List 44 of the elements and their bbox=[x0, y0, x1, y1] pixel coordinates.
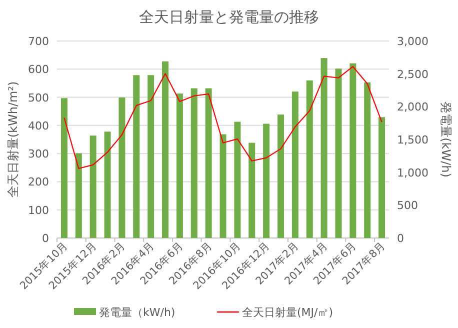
line-series bbox=[64, 66, 382, 170]
y-tick-label: 0 bbox=[42, 232, 49, 245]
bar bbox=[248, 142, 256, 238]
y2-tick-label: 3,000 bbox=[397, 35, 428, 48]
y-tick-label: 500 bbox=[28, 91, 49, 104]
bar bbox=[350, 63, 356, 238]
bar bbox=[60, 98, 68, 238]
y-tick-label: 200 bbox=[28, 176, 49, 189]
bar bbox=[364, 82, 371, 238]
y2-tick-label: 2,000 bbox=[397, 100, 428, 114]
y-tick-label: 700 bbox=[28, 35, 49, 48]
bar bbox=[378, 117, 386, 238]
y2-tick-label: 0 bbox=[397, 232, 404, 245]
bar bbox=[306, 80, 313, 238]
legend-label: 全天日射量(MJ/㎡) bbox=[242, 306, 334, 319]
y-tick-label: 600 bbox=[28, 63, 49, 76]
bar bbox=[320, 58, 328, 238]
chart-title: 全天日射量と発電量の推移 bbox=[139, 8, 319, 26]
bar bbox=[220, 134, 226, 238]
bar bbox=[176, 94, 183, 238]
legend-label: 発電量（kW/h) bbox=[99, 306, 176, 319]
bar bbox=[75, 153, 82, 238]
y-tick-label: 300 bbox=[28, 148, 49, 161]
y2-tick-label: 2,500 bbox=[397, 68, 428, 81]
bar bbox=[148, 75, 154, 238]
y-tick-label: 100 bbox=[28, 204, 49, 217]
y2-tick-label: 1,500 bbox=[397, 134, 428, 146]
y-axis-title: 全天日射量(kWh/m²) bbox=[6, 81, 20, 198]
bar bbox=[190, 88, 198, 238]
bar bbox=[292, 92, 298, 238]
y2-tick-label: 1,000 bbox=[397, 166, 428, 180]
bar bbox=[118, 97, 126, 238]
bar bbox=[133, 75, 140, 238]
bar bbox=[104, 132, 111, 238]
bar bbox=[162, 61, 169, 238]
bar bbox=[335, 68, 342, 238]
bar bbox=[277, 114, 284, 238]
y2-tick-label: 500 bbox=[397, 199, 418, 212]
bar bbox=[205, 88, 212, 238]
bar bbox=[90, 136, 96, 238]
y2-axis-title: 発電量(kW/h) bbox=[439, 102, 453, 178]
bar bbox=[263, 124, 270, 238]
y-tick-label: 400 bbox=[28, 119, 49, 132]
bar bbox=[234, 122, 241, 238]
